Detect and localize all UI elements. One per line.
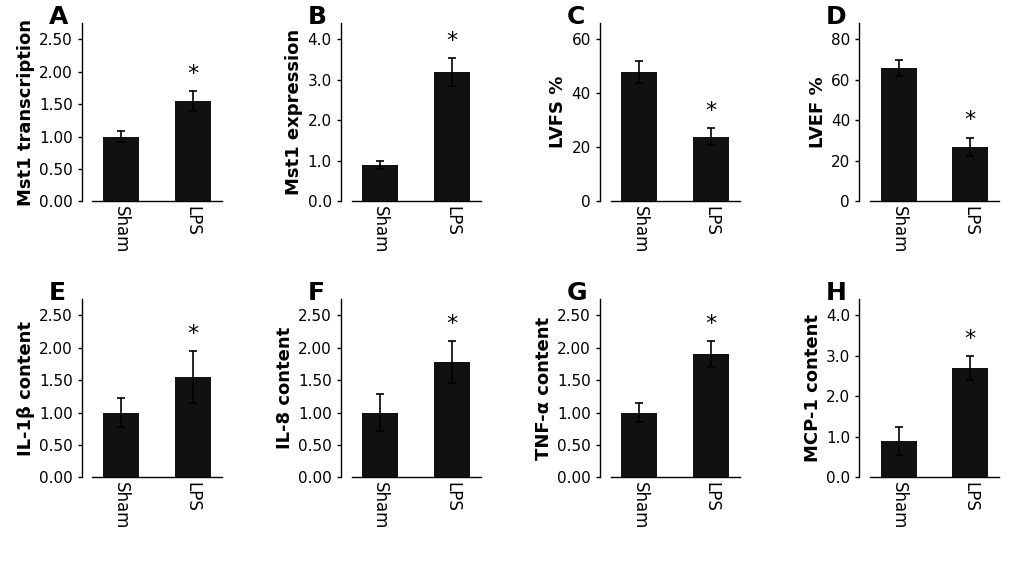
Bar [879, 68, 916, 201]
Bar [103, 137, 139, 201]
Y-axis label: LVFS %: LVFS % [549, 76, 567, 148]
Bar [952, 147, 987, 201]
Text: C: C [567, 5, 585, 30]
Text: *: * [446, 314, 458, 334]
Y-axis label: IL-1β content: IL-1β content [16, 321, 35, 456]
Text: *: * [964, 111, 975, 130]
Text: F: F [308, 282, 324, 306]
Bar [103, 413, 139, 477]
Text: G: G [567, 282, 587, 306]
Text: D: D [825, 5, 846, 30]
Text: *: * [187, 324, 199, 344]
Y-axis label: Mst1 transcription: Mst1 transcription [16, 19, 35, 206]
Bar [693, 354, 729, 477]
Bar [434, 362, 470, 477]
Text: *: * [446, 30, 458, 51]
Bar [879, 441, 916, 477]
Y-axis label: IL-8 content: IL-8 content [275, 327, 293, 449]
Bar [693, 137, 729, 201]
Text: H: H [825, 282, 846, 306]
Text: A: A [49, 5, 67, 30]
Y-axis label: TNF-α content: TNF-α content [535, 317, 552, 460]
Text: *: * [187, 64, 199, 84]
Bar [174, 377, 211, 477]
Text: *: * [705, 101, 716, 122]
Y-axis label: Mst1 expression: Mst1 expression [285, 29, 303, 196]
Text: E: E [49, 282, 65, 306]
Text: B: B [308, 5, 326, 30]
Bar [621, 413, 656, 477]
Bar [362, 413, 397, 477]
Text: *: * [705, 314, 716, 334]
Bar [362, 165, 397, 201]
Bar [174, 101, 211, 201]
Text: *: * [964, 329, 975, 349]
Bar [952, 368, 987, 477]
Y-axis label: MCP-1 content: MCP-1 content [803, 314, 821, 462]
Bar [434, 72, 470, 201]
Y-axis label: LVEF %: LVEF % [808, 76, 825, 148]
Bar [621, 72, 656, 201]
